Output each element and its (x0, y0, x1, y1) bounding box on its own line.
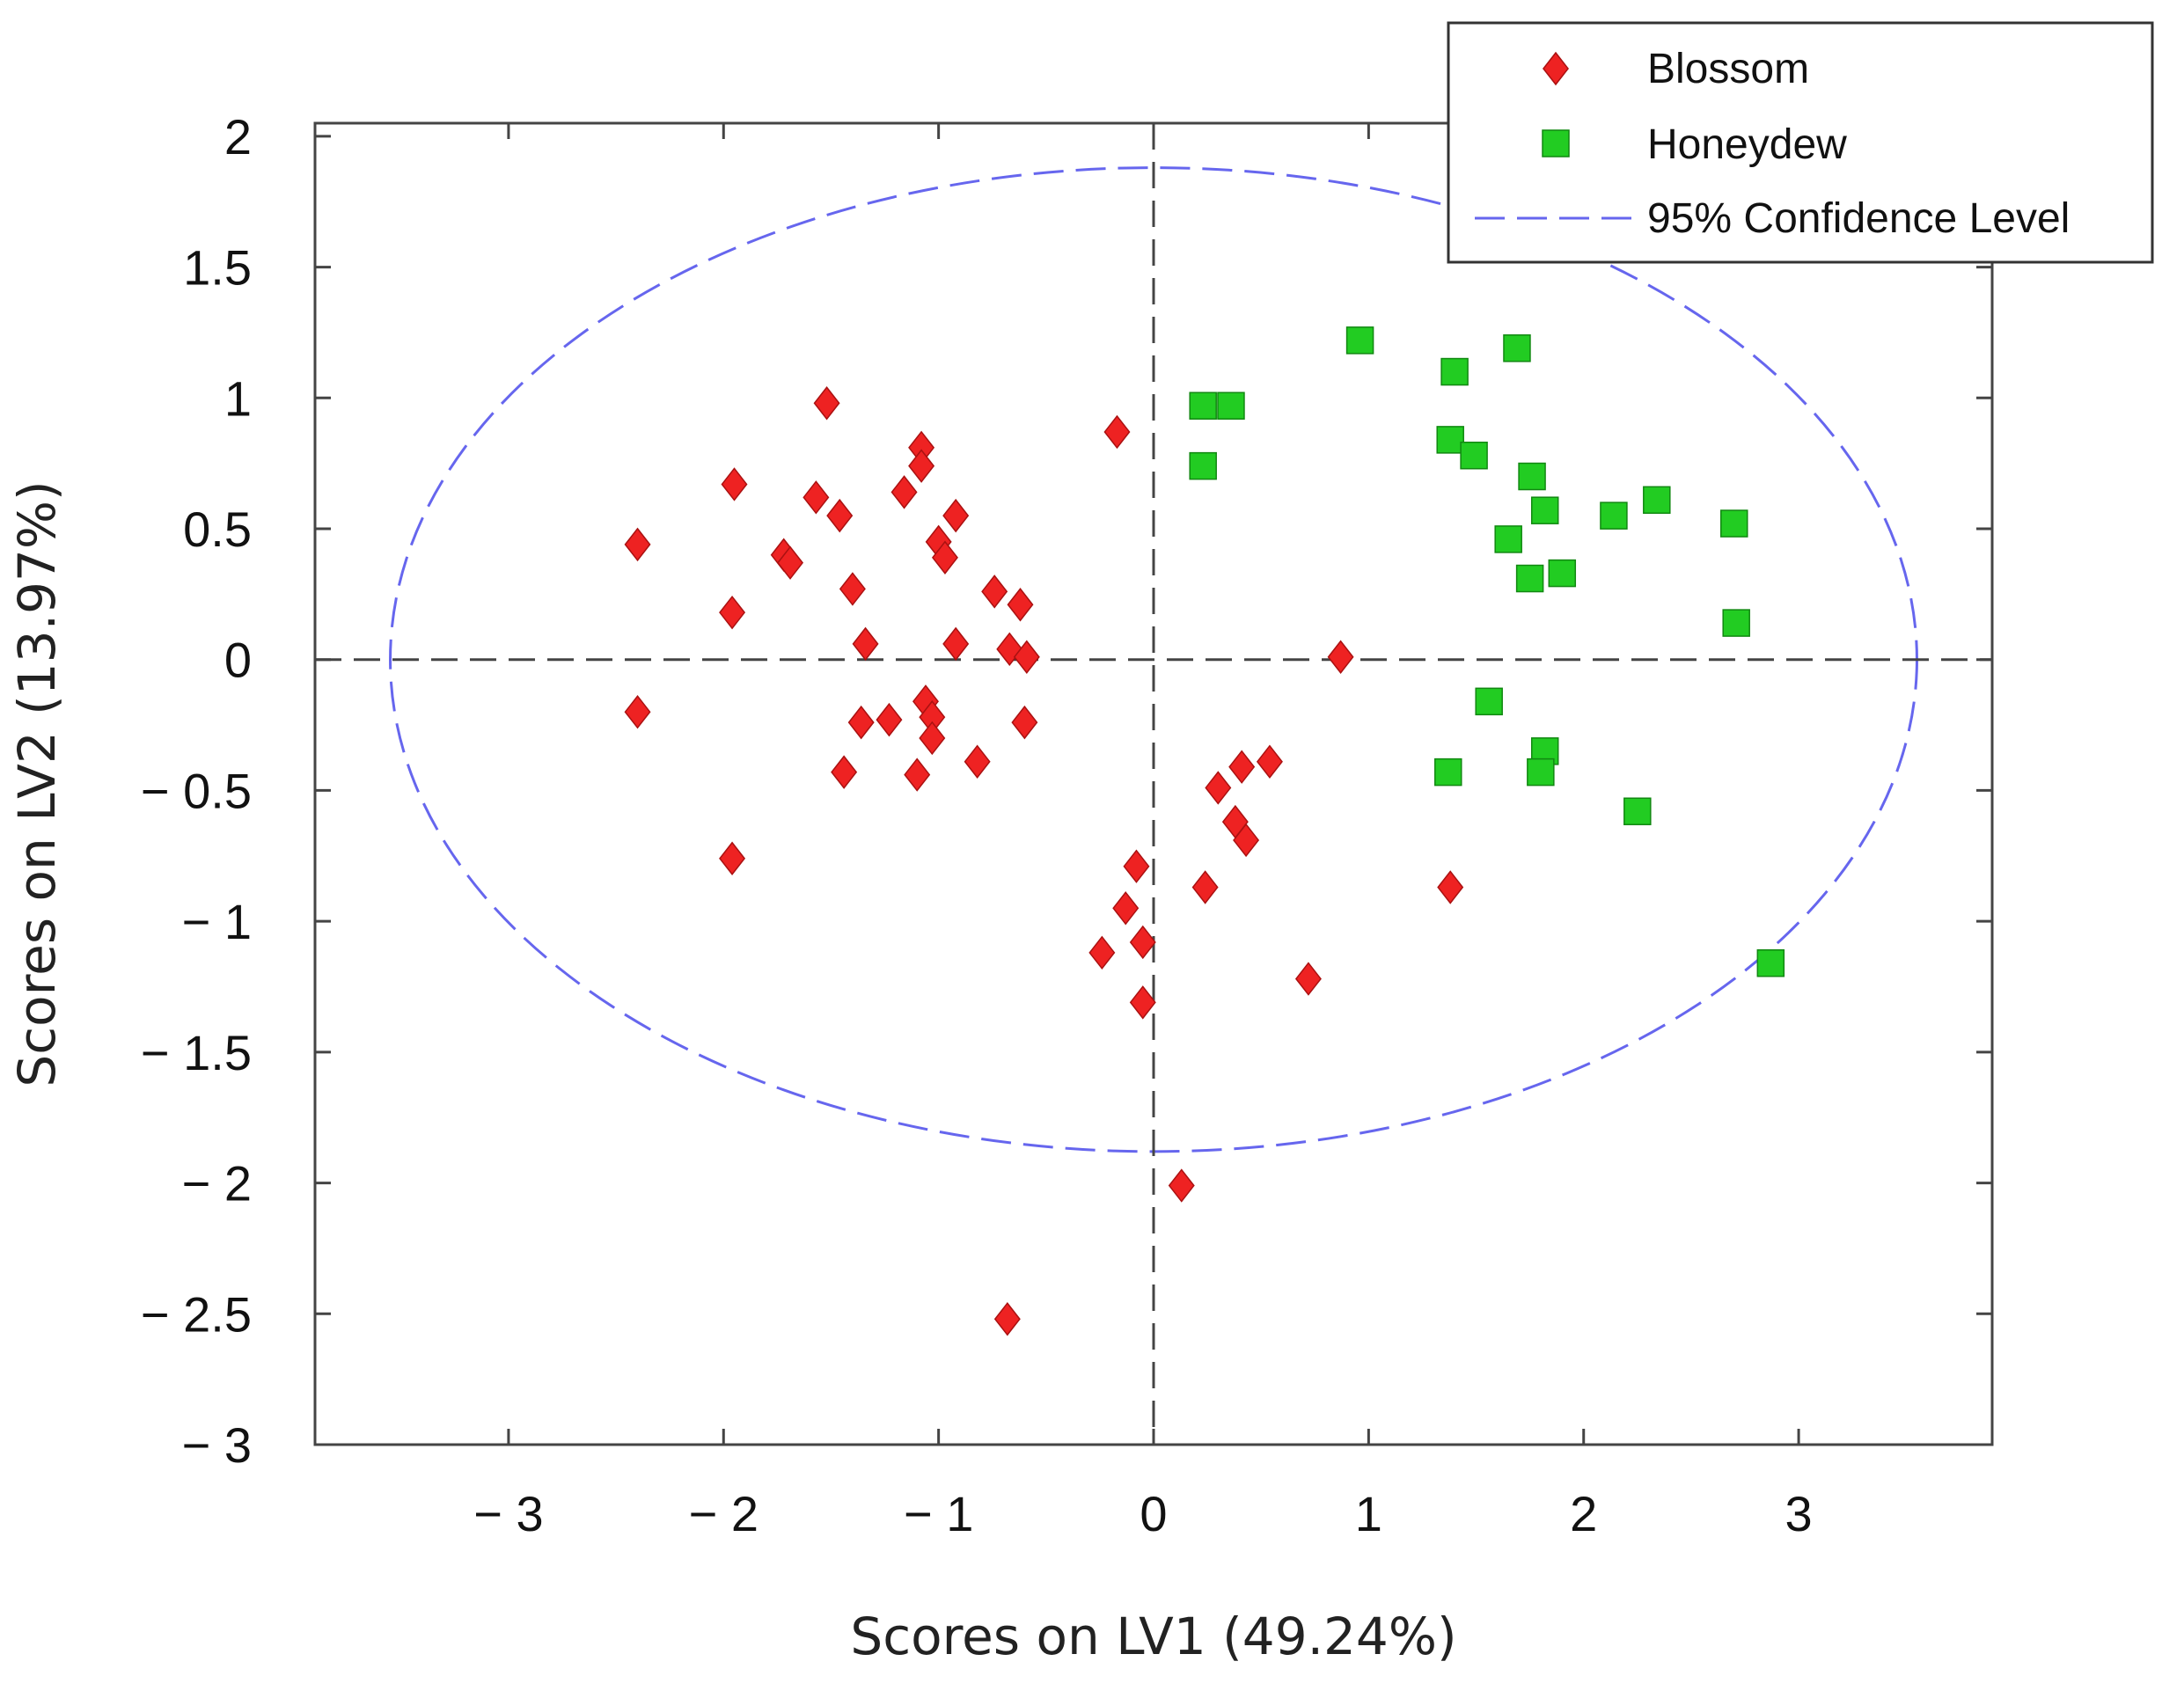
legend-blossom-marker (1543, 51, 1569, 86)
y-axis-title: Scores on LV2 (13.97%) (7, 480, 67, 1087)
blossom-point (813, 386, 840, 421)
honeydew-point (1600, 501, 1628, 530)
y-tick-label: 1.5 (183, 240, 252, 296)
honeydew-point (1527, 758, 1555, 787)
honeydew-point (1722, 609, 1750, 637)
blossom-point (624, 694, 651, 729)
x-tick-label: 2 (1570, 1486, 1597, 1541)
honeydew-point (1530, 496, 1559, 524)
honeydew-point (1434, 758, 1462, 787)
legend: Blossom Honeydew 95% Confidence Level (1447, 21, 2154, 264)
blossom-point (890, 475, 918, 509)
blossom-point (904, 758, 931, 792)
blossom-point (721, 467, 748, 501)
x-tick-label: 3 (1785, 1486, 1812, 1541)
blossom-point (1112, 891, 1140, 926)
blossom-point (831, 755, 858, 789)
x-tick-label: − 1 (904, 1486, 973, 1541)
y-tick-label: − 2.5 (141, 1286, 252, 1342)
blossom-point (993, 1302, 1021, 1336)
y-tick-label: − 3 (182, 1417, 252, 1473)
blossom-point (1191, 870, 1219, 904)
y-tick-label: − 1 (182, 894, 252, 949)
blossom-point (719, 841, 746, 875)
blossom-point (852, 626, 879, 662)
blossom-point (1088, 935, 1116, 970)
blossom-point (1205, 771, 1232, 805)
blossom-point (1294, 962, 1322, 996)
honeydew-point (1440, 357, 1469, 386)
blossom-point (719, 595, 746, 630)
blossom-point (942, 498, 970, 533)
y-tick-label: 1 (224, 370, 252, 426)
honeydew-point (1436, 426, 1464, 454)
blossom-point (1007, 588, 1034, 622)
blossom-point (1437, 870, 1464, 904)
honeydew-point (1515, 564, 1544, 593)
honeydew-point (1720, 509, 1748, 538)
blossom-point (1103, 414, 1131, 450)
blossom-point (1233, 823, 1260, 858)
blossom-point (1168, 1168, 1195, 1203)
x-tick-label: − 3 (473, 1486, 543, 1541)
blossom-point (1011, 705, 1038, 740)
honeydew-point (1643, 486, 1671, 515)
blossom-point (1129, 925, 1156, 960)
honeydew-point (1345, 326, 1374, 355)
honeydew-point (1189, 392, 1217, 420)
y-tick-label: 0.5 (183, 501, 252, 557)
x-tick-label: − 2 (689, 1486, 759, 1541)
blossom-point (1327, 640, 1354, 674)
blossom-point (624, 527, 651, 562)
honeydew-point (1518, 462, 1546, 491)
y-tick-label: − 2 (182, 1156, 252, 1211)
honeydew-point (1623, 797, 1652, 825)
blossom-point (931, 540, 958, 575)
honeydew-point (1503, 334, 1531, 362)
blossom-point (1129, 985, 1156, 1020)
blossom-point (964, 744, 991, 779)
y-tick-label: − 1.5 (141, 1025, 252, 1080)
x-axis-title: Scores on LV1 (49.24%) (850, 1607, 1456, 1666)
x-tick-label: 1 (1355, 1486, 1382, 1541)
honeydew-point (1189, 451, 1217, 480)
honeydew-point (1494, 525, 1522, 553)
y-tick-label: − 0.5 (141, 763, 252, 818)
blossom-point (839, 572, 866, 606)
honeydew-point (1475, 687, 1503, 716)
x-tick-label: 0 (1140, 1486, 1167, 1541)
blossom-point (803, 480, 830, 515)
blossom-point (826, 498, 854, 533)
blossom-point (777, 545, 804, 580)
blossom-point (1256, 744, 1283, 779)
legend-honeydew-label: Honeydew (1647, 121, 1847, 168)
y-tick-label: 0 (224, 633, 252, 688)
legend-honeydew-marker (1542, 129, 1570, 157)
legend-confidence-label: 95% Confidence Level (1647, 195, 2070, 242)
blossom-point (1123, 849, 1150, 883)
legend-blossom-label: Blossom (1647, 46, 1809, 92)
honeydew-point (1217, 392, 1245, 420)
blossom-point (981, 575, 1008, 609)
honeydew-point (1756, 948, 1785, 977)
y-tick-label: 2 (224, 109, 252, 165)
blossom-point (876, 702, 903, 737)
honeydew-point (1548, 559, 1577, 588)
blossom-point (1013, 640, 1040, 674)
blossom-point (942, 626, 970, 662)
blossom-point (1228, 750, 1256, 784)
honeydew-point (1460, 441, 1488, 470)
blossom-point (847, 705, 875, 740)
blossom-point (919, 721, 946, 756)
blossom-point (908, 449, 935, 483)
